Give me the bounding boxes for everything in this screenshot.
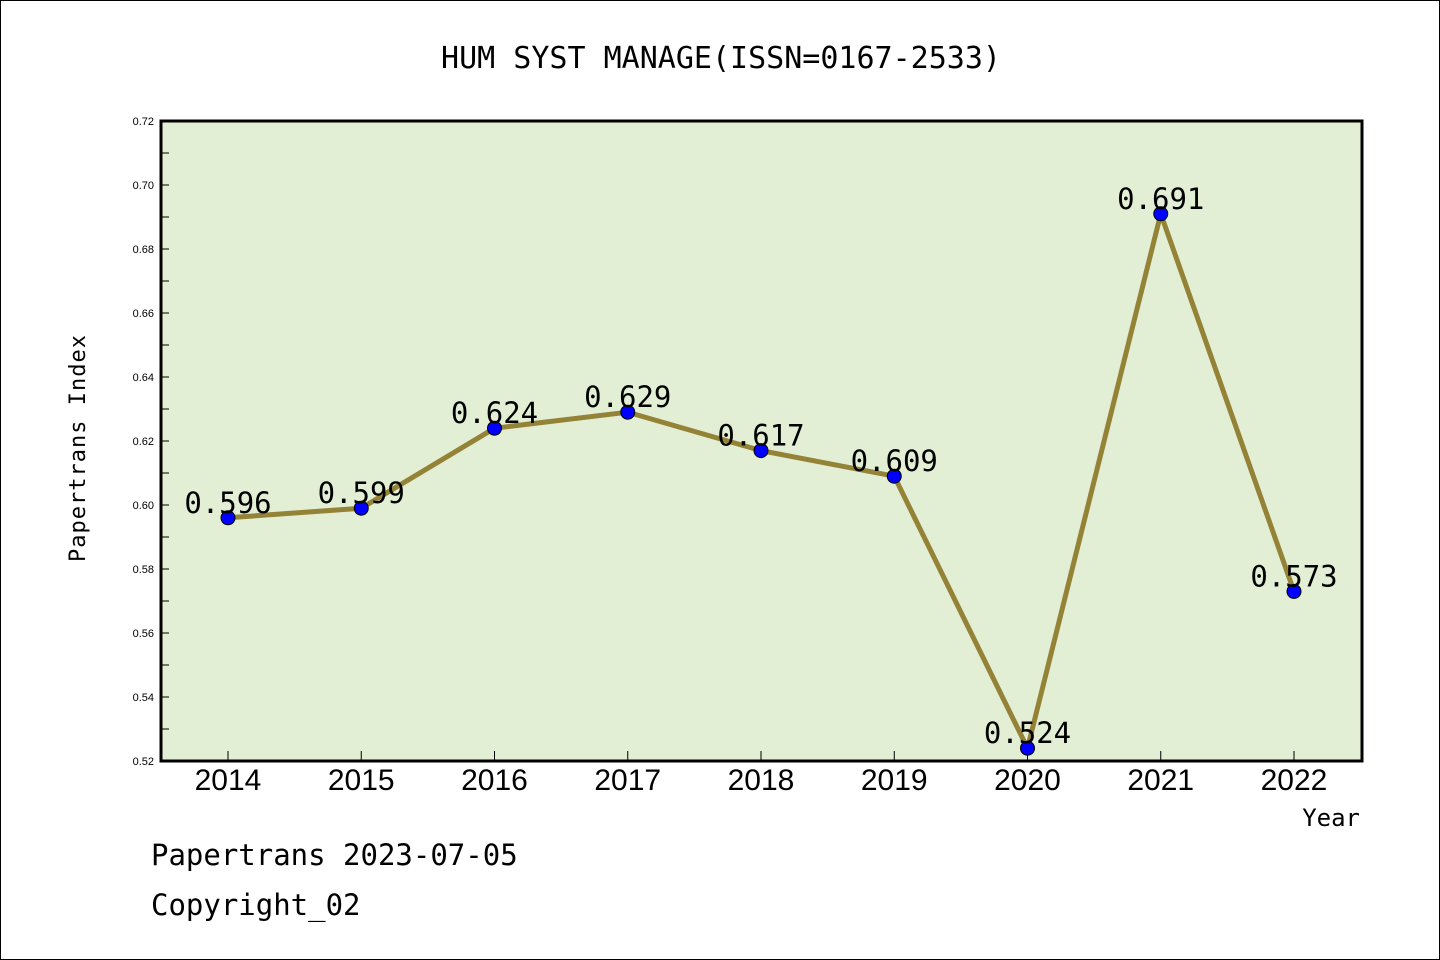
y-tick-label: 0.72 bbox=[133, 116, 154, 128]
y-tick-label: 0.66 bbox=[133, 308, 154, 320]
x-tick-label: 2014 bbox=[195, 764, 262, 797]
x-tick-label: 2022 bbox=[1261, 764, 1328, 797]
y-tick-label: 0.64 bbox=[133, 372, 154, 384]
x-axis: 2014 2015 2016 2017 2018 2019 2020 2021 2022 bbox=[195, 751, 1328, 797]
y-tick-label: 0.56 bbox=[133, 628, 154, 640]
data-label: 0.624 bbox=[451, 396, 538, 430]
plot-frame bbox=[159, 119, 1364, 763]
data-point bbox=[753, 443, 769, 459]
data-point bbox=[1153, 206, 1169, 222]
y-tick-label: 0.60 bbox=[133, 500, 154, 512]
data-point bbox=[620, 404, 636, 420]
y-tick-label: 0.52 bbox=[133, 756, 154, 768]
x-tick-label: 2020 bbox=[994, 764, 1061, 797]
data-label: 0.609 bbox=[851, 444, 938, 478]
data-label: 0.599 bbox=[318, 476, 405, 510]
data-point bbox=[353, 500, 369, 516]
y-tick-label: 0.68 bbox=[133, 244, 154, 256]
data-series bbox=[220, 206, 1302, 756]
data-point bbox=[487, 420, 502, 436]
footer-copyright: Copyright_02 bbox=[151, 888, 361, 923]
y-axis: 0.52 0.54 0.56 0.58 0.60 0.62 0.64 0.66 0.68 0.70… bbox=[133, 116, 169, 768]
x-tick-label: 2015 bbox=[328, 764, 395, 797]
y-tick-label: 0.54 bbox=[133, 692, 154, 704]
y-tick-label: 0.58 bbox=[133, 564, 154, 576]
y-tick-label: 0.70 bbox=[133, 180, 154, 192]
data-label: 0.596 bbox=[184, 486, 271, 520]
data-labels: 0.596 0.599 0.624 0.629 0.617 0.609 0.524 0.691… bbox=[184, 182, 1337, 750]
y-tick-label: 0.62 bbox=[133, 436, 154, 448]
data-point bbox=[886, 468, 902, 484]
x-axis-label: Year bbox=[1302, 804, 1360, 832]
data-point bbox=[1020, 740, 1035, 756]
footer-date: Papertrans 2023-07-05 bbox=[151, 838, 518, 872]
data-label: 0.617 bbox=[717, 419, 804, 453]
y-axis-label: Papertrans Index bbox=[66, 334, 91, 562]
x-tick-label: 2018 bbox=[728, 764, 795, 797]
data-label: 0.691 bbox=[1117, 182, 1204, 216]
data-label: 0.573 bbox=[1250, 559, 1337, 593]
data-label: 0.524 bbox=[984, 716, 1071, 750]
data-point bbox=[1286, 583, 1302, 599]
data-point bbox=[220, 510, 236, 526]
plot-area bbox=[161, 121, 1362, 761]
chart-title: HUM SYST MANAGE(ISSN=0167-2533) bbox=[441, 41, 1001, 76]
x-tick-label: 2019 bbox=[861, 764, 928, 797]
data-label: 0.629 bbox=[584, 380, 671, 414]
x-tick-label: 2016 bbox=[461, 764, 528, 797]
x-tick-label: 2017 bbox=[594, 764, 661, 797]
x-tick-label: 2021 bbox=[1127, 764, 1194, 797]
